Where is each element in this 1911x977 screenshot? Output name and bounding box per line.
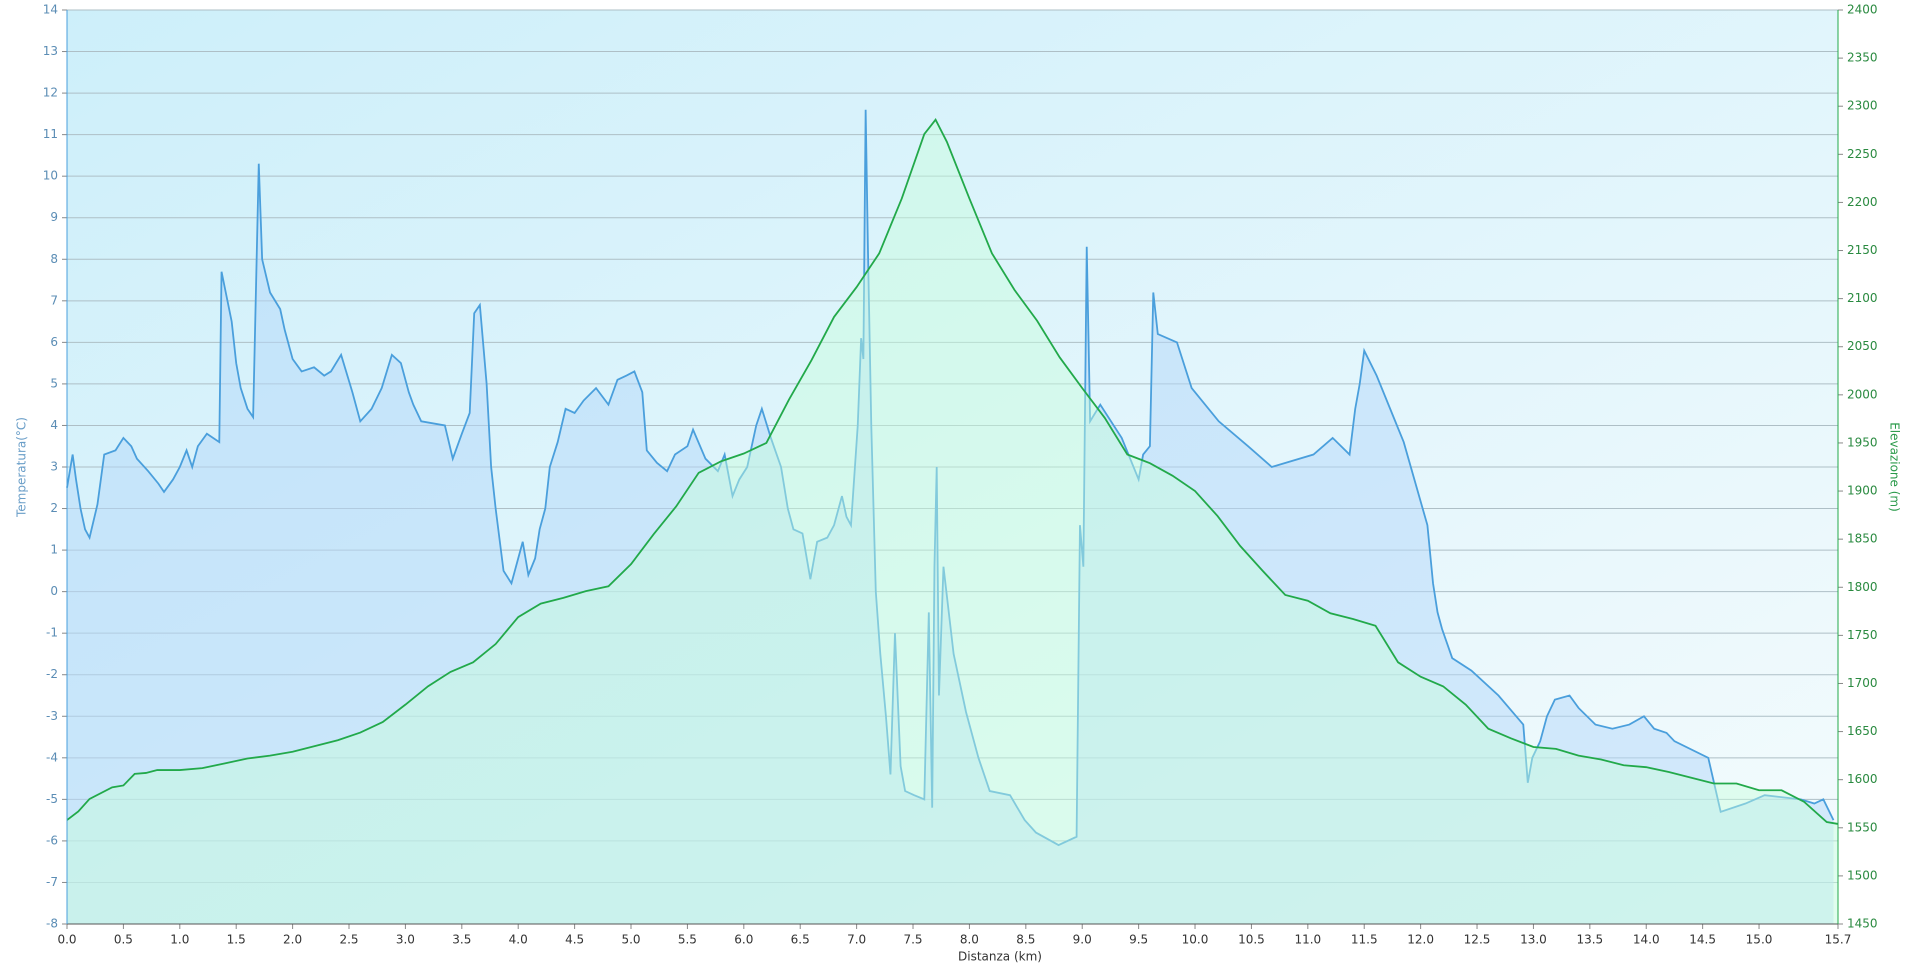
x-tick-label: 3.0 (396, 933, 415, 947)
x-tick-label: 6.5 (791, 933, 810, 947)
y2-tick-label: 2050 (1847, 339, 1878, 353)
x-tick-label: 8.0 (960, 933, 979, 947)
y-tick-label: 10 (43, 169, 58, 183)
y-tick-label: 13 (43, 44, 58, 58)
y-axis-label: Temperatura(°C) (15, 417, 29, 518)
y2-tick-label: 1750 (1847, 628, 1878, 642)
y2-tick-label: 1700 (1847, 676, 1878, 690)
x-tick-label: 5.0 (621, 933, 640, 947)
x-tick-label: 10.0 (1182, 933, 1209, 947)
y2-tick-label: 1500 (1847, 868, 1878, 882)
series-area (67, 109, 1834, 924)
x-tick-label: 15.0 (1746, 933, 1773, 947)
y-tick-label: -1 (46, 626, 58, 640)
x-tick-label: 12.5 (1464, 933, 1491, 947)
y-tick-label: -2 (46, 667, 58, 681)
y2-axis-label: Elevazione (m) (1888, 422, 1902, 512)
x-tick-label: 7.5 (903, 933, 922, 947)
x-tick-label: 0.5 (114, 933, 133, 947)
x-tick-label: 3.5 (452, 933, 471, 947)
x-tick-label: 5.5 (678, 933, 697, 947)
y2-tick-label: 2350 (1847, 51, 1878, 65)
y2-tick-label: 1550 (1847, 820, 1878, 834)
y-tick-label: 2 (50, 501, 58, 515)
y2-tick-label: 2150 (1847, 243, 1878, 257)
y-tick-label: 11 (43, 127, 58, 141)
x-tick-label: 11.5 (1351, 933, 1378, 947)
x-tick-label: 4.5 (565, 933, 584, 947)
y2-tick-label: 2200 (1847, 195, 1878, 209)
x-tick-label: 15.7 (1825, 933, 1852, 947)
y2-tick-label: 1950 (1847, 435, 1878, 449)
x-tick-label: 9.5 (1129, 933, 1148, 947)
y-tick-label: 3 (50, 460, 58, 474)
x-tick-label: 2.0 (283, 933, 302, 947)
y-tick-label: 6 (50, 335, 58, 349)
x-tick-label: 12.0 (1407, 933, 1434, 947)
x-tick-label: 7.0 (847, 933, 866, 947)
x-tick-label: 13.5 (1576, 933, 1603, 947)
y-tick-label: -4 (46, 750, 58, 764)
y-tick-label: 1 (50, 543, 58, 557)
x-tick-label: 1.5 (227, 933, 246, 947)
y-tick-label: 8 (50, 252, 58, 266)
x-tick-label: 4.0 (509, 933, 528, 947)
series-area (67, 119, 1838, 925)
y-tick-label: 9 (50, 210, 58, 224)
y2-tick-label: 2300 (1847, 99, 1878, 113)
y2-tick-label: 1600 (1847, 772, 1878, 786)
y2-tick-label: 2250 (1847, 147, 1878, 161)
x-tick-label: 10.5 (1238, 933, 1265, 947)
y2-tick-label: 1800 (1847, 580, 1878, 594)
y-tick-label: 0 (50, 584, 58, 598)
y2-tick-label: 1900 (1847, 484, 1878, 498)
x-axis-label: Distanza (km) (958, 950, 1042, 964)
y2-tick-label: 2100 (1847, 291, 1878, 305)
y-tick-label: 7 (50, 293, 58, 307)
x-tick-label: 9.0 (1073, 933, 1092, 947)
y-tick-label: 5 (50, 376, 58, 390)
y2-tick-label: 2400 (1847, 3, 1878, 17)
x-tick-label: 2.5 (339, 933, 358, 947)
y-tick-label: 4 (50, 418, 58, 432)
series-line (66, 118, 1839, 825)
x-tick-label: 8.5 (1016, 933, 1035, 947)
y2-tick-label: 1650 (1847, 724, 1878, 738)
y-tick-label: 12 (43, 86, 58, 100)
x-tick-label: 1.0 (170, 933, 189, 947)
y-tick-label: -8 (46, 917, 58, 931)
y-tick-label: 14 (43, 3, 58, 17)
series-line (66, 109, 1835, 847)
y2-tick-label: 1850 (1847, 532, 1878, 546)
y2-tick-label: 2000 (1847, 387, 1878, 401)
y-tick-label: -6 (46, 833, 58, 847)
x-tick-label: 11.0 (1294, 933, 1321, 947)
x-tick-label: 0.0 (57, 933, 76, 947)
x-tick-label: 14.5 (1689, 933, 1716, 947)
y2-tick-label: 1450 (1847, 917, 1878, 931)
x-tick-label: 13.0 (1520, 933, 1547, 947)
y-tick-label: -3 (46, 709, 58, 723)
x-tick-label: 6.0 (734, 933, 753, 947)
y-tick-label: -5 (46, 792, 58, 806)
y-tick-label: -7 (46, 875, 58, 889)
x-tick-label: 14.0 (1633, 933, 1660, 947)
